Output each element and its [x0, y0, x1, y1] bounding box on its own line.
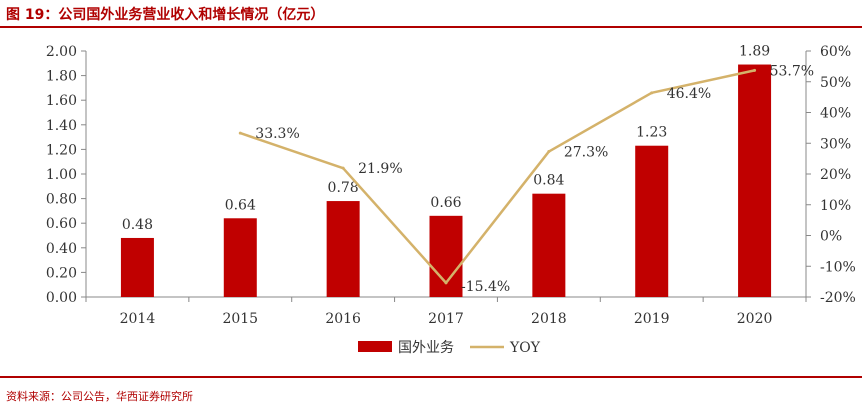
y-right-tick-label: 20%	[820, 167, 851, 183]
x-tick-label: 2019	[634, 311, 670, 327]
x-tick-label: 2016	[325, 311, 361, 327]
bar-2017	[429, 215, 463, 297]
bar-value-label: 0.64	[225, 197, 256, 213]
yoy-point-2018	[547, 150, 551, 154]
y-right-tick-label: -20%	[820, 290, 856, 306]
bar-2020	[738, 64, 772, 297]
y-left-tick-label: 1.80	[46, 69, 77, 85]
yoy-point-2019	[650, 91, 654, 95]
yoy-point-2017	[444, 281, 448, 285]
yoy-value-label: 53.7%	[770, 63, 814, 79]
yoy-value-label: 46.4%	[667, 86, 711, 102]
y-left-tick-label: 2.00	[46, 44, 77, 60]
x-tick-label: 2017	[428, 311, 464, 327]
yoy-value-label: 27.3%	[564, 145, 608, 161]
source-note: 资料来源：公司公告，华西证券研究所	[6, 390, 193, 403]
bar-2019	[635, 145, 669, 297]
title-rule	[0, 26, 862, 28]
yoy-point-2016	[341, 166, 345, 170]
y-right-tick-label: 10%	[820, 198, 851, 214]
y-right-tick-label: 50%	[820, 75, 851, 91]
legend-label-bar: 国外业务	[398, 340, 454, 356]
y-left-tick-label: 1.40	[46, 118, 77, 134]
figure-title: 图 19：公司国外业务营业收入和增长情况（亿元）	[6, 7, 325, 23]
y-left-tick-label: 0.20	[46, 265, 77, 281]
yoy-line	[239, 69, 755, 285]
y-left-tick-label: 0.80	[46, 192, 77, 208]
bar-2018	[532, 193, 566, 297]
x-tick-label: 2014	[120, 311, 156, 327]
y-left-tick-label: 1.00	[46, 167, 77, 183]
yoy-point-2015	[238, 131, 242, 135]
bar-value-label: 1.89	[739, 44, 770, 60]
bar-value-label: 0.48	[122, 217, 153, 233]
legend-swatch-bar	[358, 341, 392, 352]
x-tick-label: 2018	[531, 311, 567, 327]
y-right-tick-label: -10%	[820, 259, 856, 275]
y-left-tick-label: 1.20	[46, 142, 77, 158]
bar-value-label: 1.23	[636, 125, 667, 141]
y-left-tick-label: 0.40	[46, 241, 77, 257]
x-tick-label: 2015	[222, 311, 258, 327]
x-tick-label: 2020	[737, 311, 773, 327]
y-left-tick-label: 0.00	[46, 290, 77, 306]
y-left-tick-label: 0.60	[46, 216, 77, 232]
y-right-tick-label: 40%	[820, 106, 851, 122]
y-right-tick-label: 60%	[820, 44, 851, 60]
bar-value-label: 0.84	[533, 173, 564, 189]
bar-value-label: 0.78	[328, 180, 359, 196]
bar-2015	[223, 218, 257, 297]
yoy-value-label: 21.9%	[358, 161, 402, 177]
yoy-value-label: 33.3%	[255, 126, 299, 142]
yoy-value-label: -15.4%	[461, 279, 510, 295]
bar-value-label: 0.66	[430, 195, 461, 211]
y-right-tick-label: 0%	[820, 229, 842, 245]
legend-label-line: YOY	[509, 340, 541, 356]
y-left-tick-label: 1.60	[46, 93, 77, 109]
bar-2014	[120, 237, 154, 297]
y-right-tick-label: 30%	[820, 136, 851, 152]
yoy-point-2020	[753, 68, 757, 72]
bar-2016	[326, 201, 360, 297]
footer-rule	[0, 376, 862, 378]
